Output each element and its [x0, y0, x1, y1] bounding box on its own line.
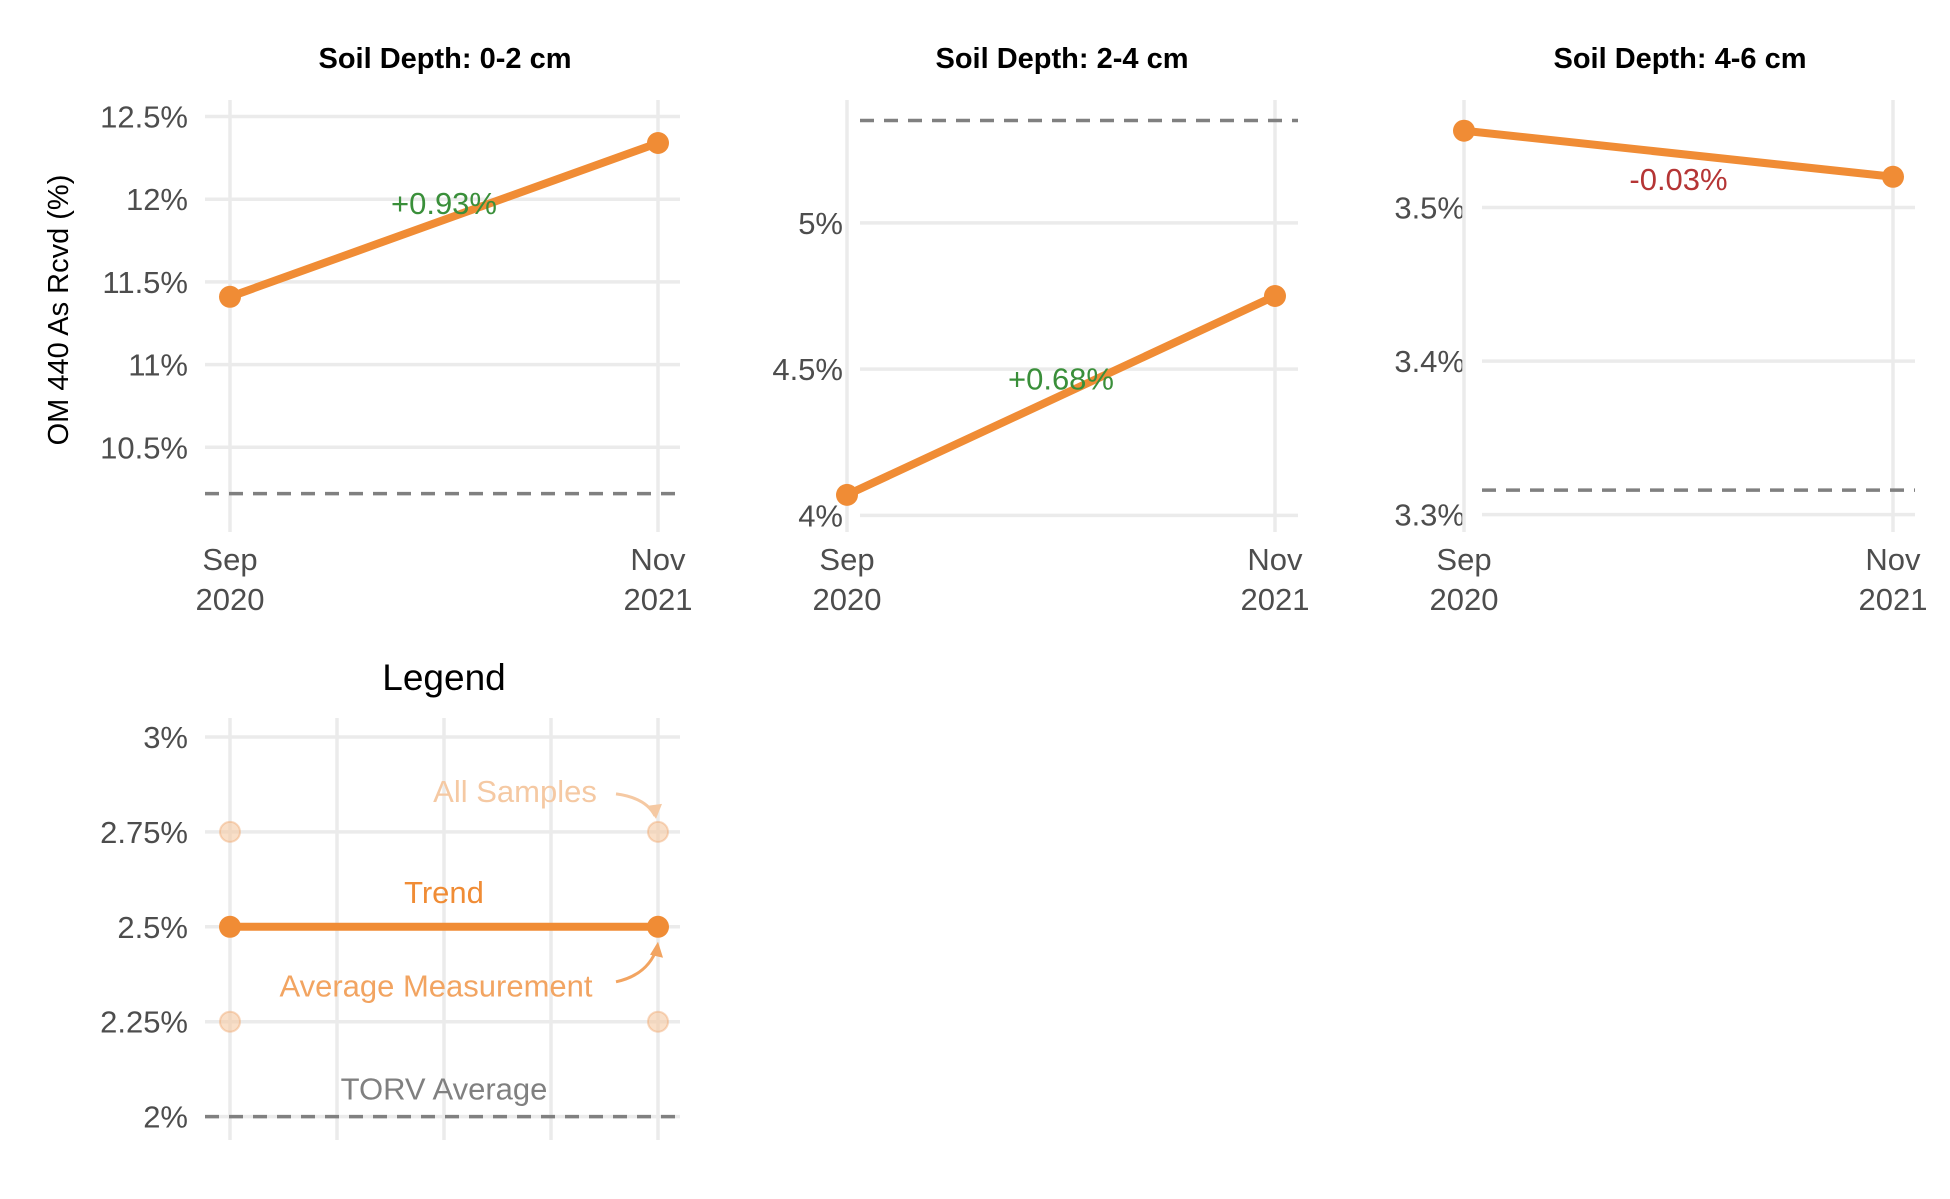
change-label: -0.03%: [1629, 162, 1727, 197]
x-tick-label-line: 2020: [813, 582, 882, 617]
y-tick-label: 3%: [143, 720, 188, 755]
x-tick-label-line: Nov: [1247, 542, 1303, 577]
x-tick-label-line: 2020: [196, 582, 265, 617]
x-tick-label-line: Nov: [630, 542, 686, 577]
y-tick-label: 2.75%: [100, 815, 188, 850]
x-tick-label: Nov 2021: [624, 542, 693, 617]
average-measurement-label: Average Measurement: [279, 969, 592, 1004]
x-tick-label: Sep 2020: [196, 542, 265, 617]
change-label: +0.93%: [391, 186, 497, 221]
x-tick-label: Sep 2020: [813, 542, 882, 617]
average-point: [219, 915, 241, 938]
average-point: [836, 483, 858, 506]
panel-title: Soil Depth: 4-6 cm: [1554, 43, 1807, 75]
legend-panel: Legend 2% 2.25% 2.5% 2.75% 3% TORV Average Tren…: [100, 657, 680, 1140]
y-tick-label: 2%: [143, 1100, 188, 1135]
average-point: [219, 285, 241, 308]
average-point: [647, 132, 669, 154]
y-tick-label: 2.5%: [117, 910, 188, 945]
average-measurement-arrow: [615, 947, 659, 984]
x-tick-label-line: Nov: [1865, 542, 1921, 577]
all-samples-label: All Samples: [433, 774, 597, 809]
y-tick-label: 5%: [798, 206, 843, 241]
torv-average-label: TORV Average: [341, 1072, 548, 1107]
sample-point: [647, 820, 669, 843]
all-samples-arrow: [615, 792, 657, 817]
facet-panel-3: Soil Depth: 4-6 cm 3.3% 3.4% 3.5% Sep 2020 Nov…: [1394, 43, 1927, 617]
x-tick-label: Nov 2021: [1241, 542, 1310, 617]
x-tick-label-line: 2020: [1430, 582, 1499, 617]
trend-line: [226, 139, 662, 301]
y-tick-label: 3.5%: [1394, 191, 1465, 226]
y-tick-label: 12.5%: [100, 100, 188, 135]
y-tick-label: 4.5%: [772, 352, 843, 387]
change-label: +0.68%: [1008, 361, 1114, 396]
y-tick-label: 3.3%: [1394, 498, 1465, 533]
average-measurement-arrowhead: [650, 941, 663, 958]
trend-label: Trend: [404, 875, 484, 910]
y-tick-label: 4%: [798, 498, 843, 533]
x-tick-label-line: 2021: [1859, 582, 1928, 617]
y-tick-label: 11%: [128, 348, 188, 383]
average-point: [1453, 119, 1475, 142]
trend-line: [843, 291, 1279, 499]
sample-point: [219, 1010, 241, 1033]
x-tick-label-line: 2021: [624, 582, 693, 617]
y-tick-label: 12%: [126, 182, 188, 217]
x-tick-label: Sep 2020: [1430, 542, 1499, 617]
legend-title: Legend: [382, 657, 505, 698]
x-tick-label-line: 2021: [1241, 582, 1310, 617]
panel-title: Soil Depth: 2-4 cm: [936, 43, 1189, 75]
y-tick-label: 3.4%: [1394, 344, 1465, 379]
x-tick-label: Nov 2021: [1859, 542, 1928, 617]
y-tick-label: 11.5%: [102, 265, 188, 300]
average-point: [647, 915, 669, 938]
x-tick-label-line: Sep: [819, 542, 874, 577]
y-axis-label: OM 440 As Rcvd (%): [43, 175, 75, 446]
y-tick-label: 10.5%: [100, 430, 188, 465]
y-tick-label: 2.25%: [100, 1005, 188, 1040]
all-samples-arrowhead: [647, 803, 662, 819]
facet-panel-1: Soil Depth: 0-2 cm 10.5% 11% 11.5% 12% 12.5% S…: [100, 43, 692, 617]
sample-point: [219, 820, 241, 843]
sample-point: [647, 1010, 669, 1033]
x-tick-label-line: Sep: [202, 542, 257, 577]
facet-panel-2: Soil Depth: 2-4 cm 4% 4.5% 5% Sep 2020 Nov 2021…: [772, 43, 1309, 617]
x-tick-label-line: Sep: [1436, 542, 1491, 577]
trend-line: [1460, 126, 1897, 181]
average-point: [1264, 284, 1286, 307]
panel-title: Soil Depth: 0-2 cm: [319, 43, 572, 75]
average-point: [1882, 165, 1904, 188]
